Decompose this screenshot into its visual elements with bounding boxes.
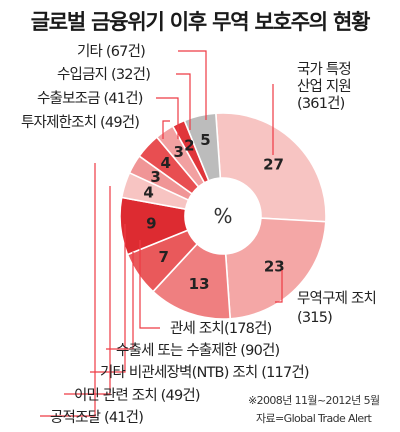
center-percent-label: % <box>213 204 232 228</box>
leader-line <box>156 97 179 139</box>
leader-line <box>64 186 111 395</box>
slice-value-label: 3 <box>150 168 160 186</box>
label-import-ban: 수입금지 (32건) <box>57 67 151 83</box>
slice-value-label: 5 <box>200 131 210 149</box>
leader-line <box>275 270 283 303</box>
slice-value-label: 27 <box>263 156 284 174</box>
source-note: 자료=Global Trade Alert <box>256 412 372 425</box>
label-procurement: 공적조달 (41건) <box>50 410 144 426</box>
pie-slice <box>183 112 222 182</box>
leader-line <box>178 50 207 120</box>
label-tariff: 관세 조치(178건) <box>170 321 272 337</box>
label-trade-remedy: 무역구제 조치 (315) <box>297 291 377 326</box>
pie-slice <box>214 112 327 223</box>
label-migration: 이민 관련 조치 (49건) <box>74 388 201 404</box>
label-ntb: 기타 비관세장벽(NTB) 조치 (117건) <box>100 365 310 381</box>
label-export-tax: 수출세 또는 수출제한 (90건) <box>116 343 280 359</box>
leader-line <box>106 252 134 350</box>
label-other: 기타 (67건) <box>77 44 146 60</box>
slice-value-label: 4 <box>161 154 171 172</box>
leader-line <box>40 163 96 417</box>
slice-value-label: 2 <box>184 137 194 155</box>
leader-line <box>139 240 160 329</box>
period-note: ※2008년 11월~2012년 5월 <box>248 394 380 407</box>
leader-line <box>162 120 170 139</box>
slice-value-label: 9 <box>146 214 156 232</box>
slice-value-label: 4 <box>143 183 153 201</box>
slice-value-label: 23 <box>264 258 285 276</box>
label-industry-support: 국가 특정 산업 지원 (361건) <box>297 62 352 112</box>
slice-value-label: 3 <box>173 143 183 161</box>
label-export-subsidy: 수출보조금 (41건) <box>37 91 143 107</box>
chart-title: 글로벌 금융위기 이후 무역 보호주의 현황 <box>30 10 371 34</box>
label-investment: 투자제한조치 (49건) <box>21 115 140 131</box>
slice-value-label: 13 <box>189 275 210 293</box>
leader-line <box>90 224 126 373</box>
leader-line <box>176 73 191 130</box>
pie-slice <box>224 217 327 320</box>
slice-value-label: 7 <box>159 248 169 266</box>
